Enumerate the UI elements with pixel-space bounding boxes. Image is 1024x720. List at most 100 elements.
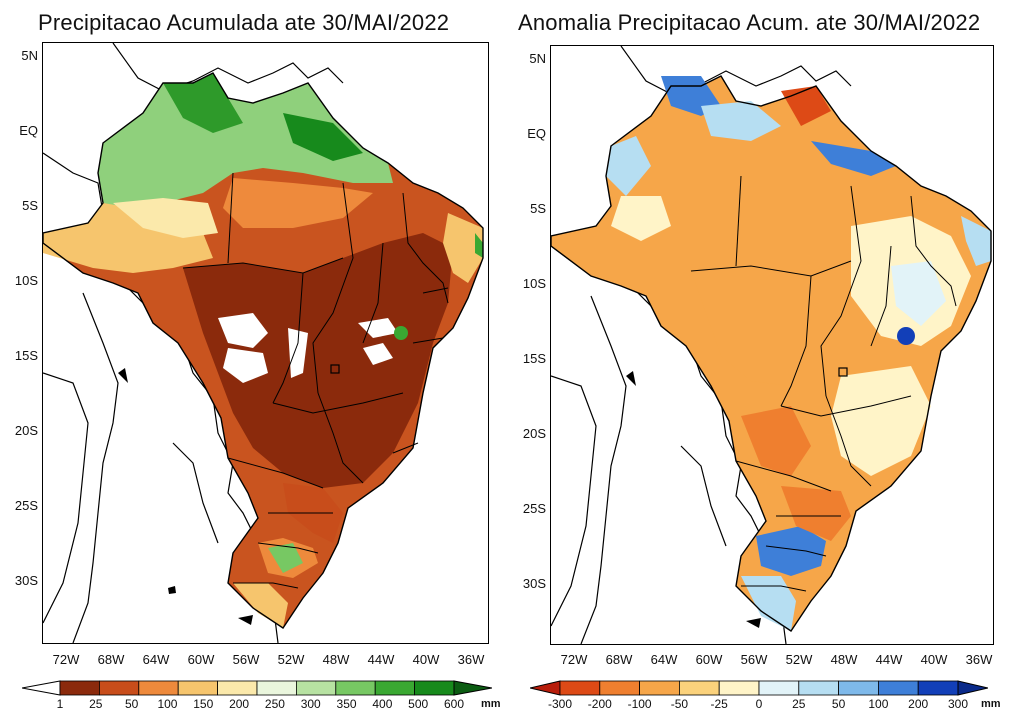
left-cream-west	[113, 198, 218, 238]
left-ytick-25s: 25S	[14, 498, 38, 513]
right-colorbar	[530, 680, 988, 696]
right-xtick-36w: 36W	[965, 652, 993, 667]
right-blue-north-2	[811, 141, 896, 176]
left-colorbar-label: 1	[56, 697, 64, 711]
right-lightblue-north	[701, 101, 781, 141]
right-colorbar-segment	[877, 680, 919, 696]
right-colorbar-segment	[678, 680, 720, 696]
right-orange-south-central	[741, 406, 811, 476]
left-white-patch-4	[363, 343, 393, 365]
right-brazil-outline	[551, 75, 992, 632]
right-colorbar-segments	[559, 680, 959, 696]
left-colorbar-segment	[335, 680, 376, 696]
right-orange-center-west	[691, 266, 811, 386]
left-south-yellow	[233, 583, 288, 628]
left-xtick-56w: 56W	[232, 652, 260, 667]
left-colorbar-label: 300	[300, 697, 321, 711]
left-xtick-68w: 68W	[97, 652, 125, 667]
right-colorbar-label: -25	[710, 697, 728, 711]
right-xtick-40w: 40W	[920, 652, 948, 667]
right-colorbar-label: -300	[547, 697, 573, 711]
left-green-north-region	[98, 73, 393, 208]
left-colorbar-label: 100	[157, 697, 178, 711]
right-colorbar-label: -100	[627, 697, 652, 711]
left-lake-speck	[118, 368, 128, 383]
left-colorbar-segment	[138, 680, 179, 696]
left-colorbar-start-arrow	[22, 680, 61, 696]
left-dark-green-para	[283, 113, 363, 161]
left-colorbar-label: 400	[372, 697, 393, 711]
left-lake-speck-2	[168, 586, 176, 594]
right-xtick-48w: 48W	[830, 652, 858, 667]
right-xtick-52w: 52W	[785, 652, 813, 667]
left-brazil-outline	[43, 72, 484, 629]
right-colorbar-label: 0	[755, 697, 763, 711]
right-federal-district-marker	[838, 367, 848, 377]
left-colorbar-segment	[414, 680, 455, 696]
right-map-area	[550, 45, 994, 645]
right-xtick-56w: 56W	[740, 652, 768, 667]
left-colorbar-end-arrow	[453, 680, 492, 696]
right-colorbar-segment	[599, 680, 641, 696]
left-yellow-east-coast	[443, 213, 483, 283]
right-cream-west	[611, 196, 671, 241]
right-ytick-10s: 10S	[522, 276, 546, 291]
left-colorbar-segment	[59, 680, 100, 696]
right-orange-south	[781, 486, 851, 541]
left-white-patch-3	[288, 328, 308, 378]
right-lightcyan-east	[891, 261, 946, 326]
left-colorbar-segment	[374, 680, 416, 696]
left-colorbar-label: 350	[336, 697, 357, 711]
left-orange-central-north	[223, 178, 373, 228]
left-colorbar-label: 50	[124, 697, 139, 711]
right-colorbar-segment	[639, 680, 680, 696]
right-colorbar-segment	[559, 680, 601, 696]
left-ytick-5s: 5S	[22, 198, 38, 213]
left-xtick-40w: 40W	[412, 652, 440, 667]
right-xtick-68w: 68W	[605, 652, 633, 667]
right-ytick-25s: 25S	[522, 501, 546, 516]
right-colorbar-label: -200	[587, 697, 612, 711]
right-colorbar-label: 50	[831, 697, 846, 711]
right-colorbar-segment	[838, 680, 879, 696]
right-ytick-30s: 30S	[522, 576, 546, 591]
right-ytick-5n: 5N	[529, 51, 546, 66]
left-map-title: Precipitacao Acumulada ate 30/MAI/2022	[38, 10, 450, 35]
left-colorbar-label: 200	[229, 697, 250, 711]
left-colorbar-segment	[99, 680, 140, 696]
right-lightblue-west	[606, 136, 651, 196]
left-colorbar-segment	[177, 680, 218, 696]
right-colorbar-start-arrow	[530, 680, 561, 696]
right-map-title: Anomalia Precipitacao Acum. ate 30/MAI/2…	[518, 10, 981, 35]
right-xtick-64w: 64W	[650, 652, 678, 667]
left-xtick-52w: 52W	[277, 652, 305, 667]
right-ytick-eq: EQ	[527, 126, 546, 141]
left-colorbar-label: 250	[264, 697, 285, 711]
left-lagoon-speck	[238, 615, 253, 625]
left-state-borders	[182, 172, 449, 589]
right-state-borders	[690, 175, 957, 592]
right-colorbar-segment	[917, 680, 959, 696]
left-dark-brown-central	[183, 233, 453, 488]
left-xtick-48w: 48W	[322, 652, 350, 667]
left-xtick-60w: 60W	[187, 652, 215, 667]
left-colorbar-segment	[217, 680, 258, 696]
left-green-spot-east	[394, 326, 408, 340]
right-lake-speck	[626, 371, 636, 386]
right-xtick-72w: 72W	[560, 652, 588, 667]
left-colorbar-segment	[256, 680, 297, 696]
left-ytick-eq: EQ	[19, 123, 38, 138]
right-lightblue-east-coast	[961, 216, 991, 266]
right-colorbar-segment	[758, 680, 800, 696]
left-ytick-30s: 30S	[14, 573, 38, 588]
right-ytick-15s: 15S	[522, 351, 546, 366]
left-south-green	[268, 543, 303, 573]
left-map-svg	[43, 43, 484, 643]
left-colorbar-label: 150	[193, 697, 214, 711]
left-ytick-20s: 20S	[14, 423, 38, 438]
left-xtick-36w: 36W	[457, 652, 485, 667]
right-map-svg	[551, 46, 992, 644]
left-federal-district-marker	[330, 364, 340, 374]
right-lightblue-south	[741, 576, 796, 631]
left-green-east-coast	[475, 233, 483, 258]
